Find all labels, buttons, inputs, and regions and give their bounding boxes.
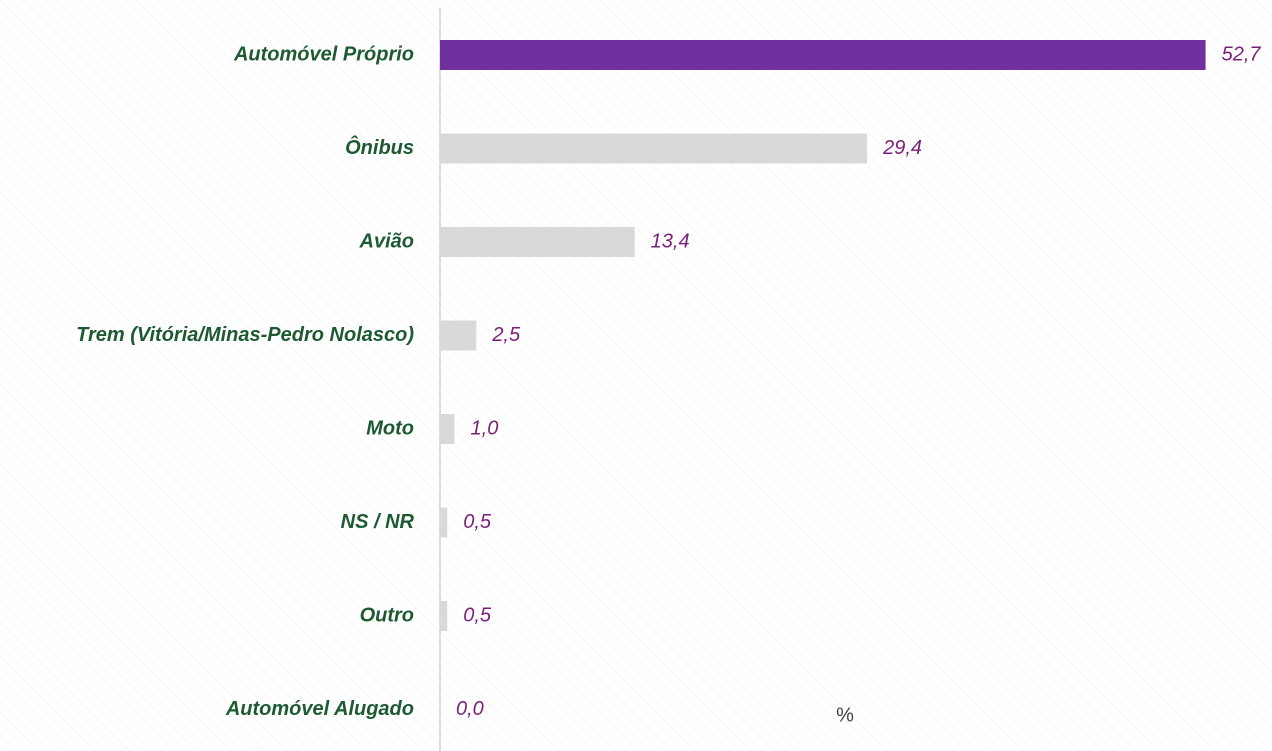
bar xyxy=(440,601,448,631)
bar xyxy=(440,320,477,351)
category-label: Moto xyxy=(366,417,414,439)
category-label: Automóvel Próprio xyxy=(233,43,414,65)
data-label: 2,5 xyxy=(491,324,521,346)
category-label: NS / NR xyxy=(341,511,415,533)
bar xyxy=(440,133,868,164)
data-label: 0,0 xyxy=(456,698,484,720)
bar xyxy=(440,507,448,538)
data-label: 0,5 xyxy=(463,604,492,626)
category-label: Ônibus xyxy=(345,135,414,159)
data-label: 1,0 xyxy=(471,417,499,439)
data-label: 0,5 xyxy=(463,511,492,533)
data-label: 52,7 xyxy=(1222,43,1262,65)
data-label: 13,4 xyxy=(651,230,690,252)
category-label: Outro xyxy=(360,604,414,626)
bar xyxy=(440,227,635,257)
category-label: Trem (Vitória/Minas-Pedro Nolasco) xyxy=(76,324,414,346)
category-label: Automóvel Alugado xyxy=(225,698,414,720)
x-axis-label: % xyxy=(836,704,854,726)
bar xyxy=(440,414,455,444)
category-label: Avião xyxy=(359,230,414,252)
data-label: 29,4 xyxy=(882,137,922,159)
bar xyxy=(440,40,1206,70)
